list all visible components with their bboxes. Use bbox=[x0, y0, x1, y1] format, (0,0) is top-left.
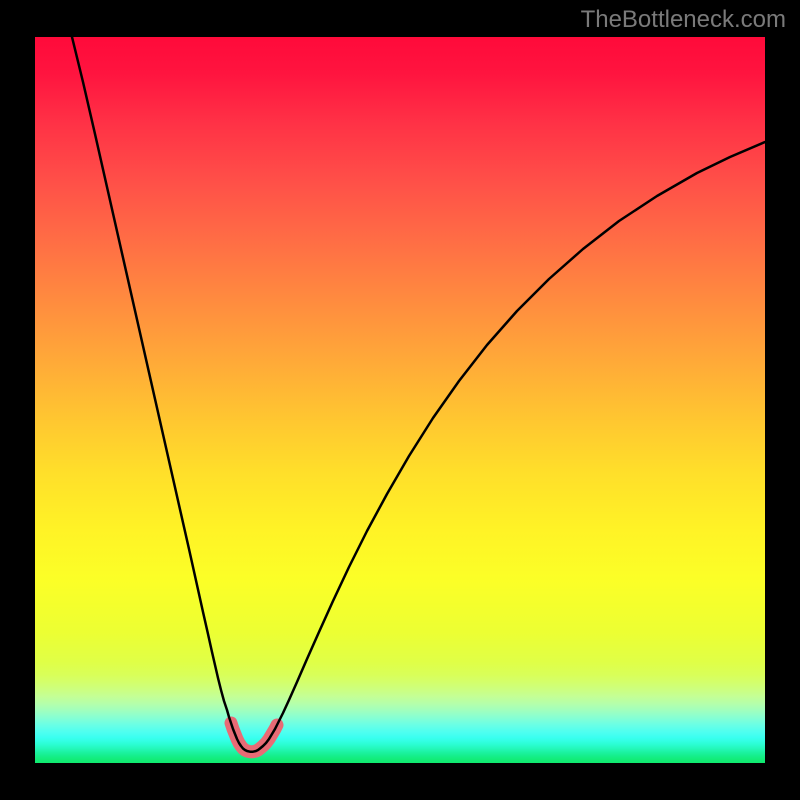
bottleneck-chart bbox=[35, 37, 765, 763]
bottleneck-curve bbox=[35, 37, 765, 763]
watermark-text: TheBottleneck.com bbox=[581, 6, 786, 34]
